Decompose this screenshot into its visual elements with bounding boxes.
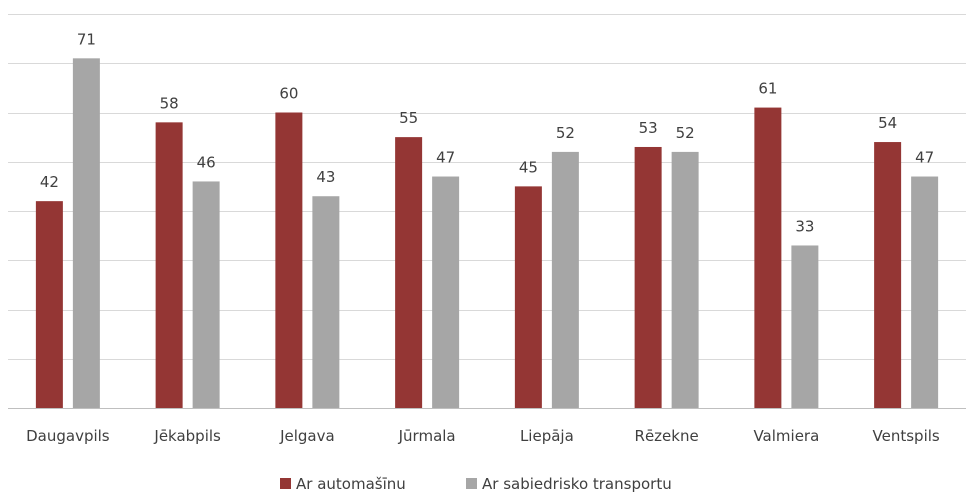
data-label-ar-automasinu-jurmala: 55 — [399, 109, 418, 127]
data-label-ar-automasinu-valmiera: 61 — [758, 80, 777, 98]
bar-ar-sabiedrisko-transportu-ventspils — [911, 176, 939, 408]
category-label-jekabpils: Jēkabpils — [153, 427, 221, 445]
data-label-ar-automasinu-ventspils: 54 — [878, 114, 897, 132]
category-label-ventspils: Ventspils — [873, 427, 940, 445]
data-label-ar-sabiedrisko-transportu-rezekne: 52 — [676, 124, 695, 142]
bar-ar-sabiedrisko-transportu-daugavpils — [72, 58, 100, 408]
category-label-daugavpils: Daugavpils — [26, 427, 110, 445]
data-label-ar-automasinu-daugavpils: 42 — [40, 173, 59, 191]
bars — [35, 58, 939, 409]
category-label-liepaja: Liepāja — [520, 427, 574, 445]
data-label-ar-automasinu-jelgava: 60 — [279, 85, 298, 103]
bar-ar-sabiedrisko-transportu-liepaja — [551, 151, 579, 408]
bar-ar-automasinu-daugavpils — [35, 201, 63, 408]
legend-swatch-ar-automasinu — [280, 478, 291, 489]
bar-ar-automasinu-ventspils — [874, 142, 902, 409]
bar-ar-sabiedrisko-transportu-rezekne — [671, 151, 699, 408]
data-label-ar-automasinu-rezekne: 53 — [639, 119, 658, 137]
bar-ar-automasinu-jurmala — [395, 137, 423, 408]
bar-ar-automasinu-jekabpils — [155, 122, 183, 408]
data-label-ar-sabiedrisko-transportu-ventspils: 47 — [915, 149, 934, 167]
bar-ar-automasinu-liepaja — [514, 186, 542, 408]
data-label-ar-sabiedrisko-transportu-valmiera: 33 — [795, 217, 814, 235]
category-label-rezekne: Rēzekne — [635, 427, 699, 445]
gridlines — [8, 14, 966, 409]
data-label-ar-automasinu-liepaja: 45 — [519, 158, 538, 176]
legend-swatch-ar-sabiedrisko-transportu — [466, 478, 477, 489]
data-label-ar-sabiedrisko-transportu-jurmala: 47 — [436, 149, 455, 167]
data-label-ar-automasinu-jekabpils: 58 — [160, 94, 179, 112]
bar-ar-automasinu-valmiera — [754, 107, 782, 408]
bar-ar-automasinu-rezekne — [634, 146, 662, 408]
legend: Ar automašīnu Ar sabiedrisko transportu — [280, 475, 672, 493]
bar-ar-sabiedrisko-transportu-jekabpils — [192, 181, 220, 408]
data-labels: 42 71 58 46 60 43 55 47 45 52 53 52 61 33 54 47 — [40, 30, 934, 235]
bar-ar-sabiedrisko-transportu-jurmala — [432, 176, 460, 408]
bar-ar-sabiedrisko-transportu-jelgava — [312, 196, 340, 408]
category-labels: Daugavpils Jēkabpils Jelgava Jūrmala Liepāja… — [26, 427, 940, 445]
legend-label-ar-sabiedrisko-transportu: Ar sabiedrisko transportu — [482, 475, 672, 493]
category-label-jurmala: Jūrmala — [398, 427, 456, 445]
data-label-ar-sabiedrisko-transportu-jekabpils: 46 — [197, 153, 216, 171]
bar-ar-automasinu-jelgava — [275, 112, 303, 408]
legend-label-ar-automasinu: Ar automašīnu — [296, 475, 406, 493]
data-label-ar-sabiedrisko-transportu-daugavpils: 71 — [77, 30, 96, 48]
bar-ar-sabiedrisko-transportu-valmiera — [791, 245, 819, 408]
category-label-valmiera: Valmiera — [753, 427, 819, 445]
category-label-jelgava: Jelgava — [279, 427, 335, 445]
data-label-ar-sabiedrisko-transportu-liepaja: 52 — [556, 124, 575, 142]
data-label-ar-sabiedrisko-transportu-jelgava: 43 — [316, 168, 335, 186]
